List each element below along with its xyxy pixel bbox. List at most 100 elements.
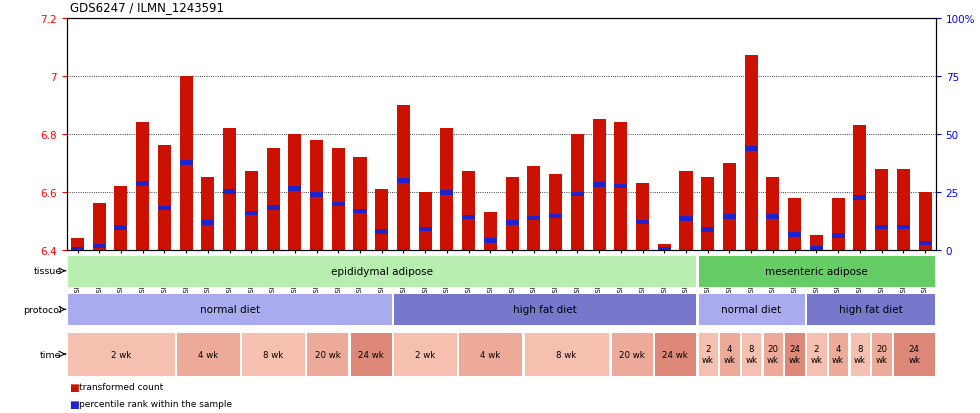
Text: mesenteric adipose: mesenteric adipose [765,266,867,276]
Text: 8
wk: 8 wk [854,344,866,364]
Text: epididymal adipose: epididymal adipose [330,266,433,276]
Bar [71,248,84,252]
Bar [68,332,174,376]
Bar [897,225,909,230]
Bar [332,202,345,207]
Bar [658,248,670,252]
Bar [68,255,696,287]
Bar [807,293,935,326]
Bar [158,206,171,211]
Text: 8 wk: 8 wk [263,350,283,358]
Bar [614,184,627,189]
Bar [918,241,932,246]
Bar [201,221,215,225]
Bar [875,225,888,230]
Bar [463,215,475,220]
Bar [523,332,610,376]
Bar [828,332,849,376]
Bar [115,187,127,250]
Bar [201,178,215,250]
Bar [354,158,367,250]
Bar [288,134,301,250]
Text: 4 wk: 4 wk [480,350,501,358]
Bar [679,217,693,221]
Text: ■: ■ [69,399,78,408]
Bar [375,190,388,250]
Bar [570,192,584,197]
Bar [784,332,805,376]
Bar [93,204,106,250]
Text: transformed count: transformed count [79,382,164,391]
Text: time: time [40,350,62,358]
Bar [397,178,410,183]
Bar [375,230,388,234]
Bar [636,220,649,225]
Text: high fat diet: high fat diet [513,304,576,315]
Text: GDS6247 / ILMN_1243591: GDS6247 / ILMN_1243591 [70,1,223,14]
Bar [893,332,935,376]
Bar [593,183,606,188]
Bar [393,332,457,376]
Text: 20 wk: 20 wk [315,350,340,358]
Bar [307,332,349,376]
Bar [788,198,802,250]
Bar [698,255,935,287]
Bar [745,147,758,152]
Bar [788,233,802,237]
Bar [506,178,518,250]
Bar [593,120,606,250]
Text: 20
wk: 20 wk [767,344,779,364]
Bar [832,233,845,238]
Bar [698,332,718,376]
Text: 4
wk: 4 wk [832,344,844,364]
Bar [115,225,127,230]
Text: 2
wk: 2 wk [810,344,822,364]
Bar [68,293,392,326]
Bar [723,164,736,250]
Bar [267,205,279,210]
Bar [158,146,171,250]
Bar [658,244,670,250]
Bar [549,175,563,250]
Bar [393,293,696,326]
Bar [766,215,779,219]
Bar [807,332,826,376]
Bar [223,128,236,250]
Text: percentile rank within the sample: percentile rank within the sample [79,399,232,408]
Bar [176,332,240,376]
Bar [484,213,497,250]
Bar [71,239,84,250]
Text: 24
wk: 24 wk [908,344,920,364]
Bar [310,193,323,197]
Bar [350,332,392,376]
Bar [832,198,845,250]
Bar [527,216,540,221]
Bar [809,236,823,250]
Bar [723,215,736,220]
Bar [241,332,305,376]
Text: 8
wk: 8 wk [745,344,758,364]
Bar [397,105,410,250]
Text: 24 wk: 24 wk [662,350,688,358]
Bar [506,221,518,225]
Bar [702,228,714,233]
Bar [854,126,866,250]
Text: 24 wk: 24 wk [358,350,384,358]
Text: normal diet: normal diet [200,304,260,315]
Bar [614,123,627,250]
Text: 2 wk: 2 wk [416,350,435,358]
Bar [636,184,649,250]
Bar [440,191,454,195]
Bar [245,211,258,216]
Bar [809,247,823,251]
Bar [741,332,761,376]
Bar [179,76,193,250]
Bar [719,332,740,376]
Bar [484,239,497,243]
Bar [245,172,258,250]
Bar [136,123,149,250]
Text: 8 wk: 8 wk [557,350,576,358]
Bar [875,169,888,250]
Bar [702,178,714,250]
Bar [288,187,301,191]
